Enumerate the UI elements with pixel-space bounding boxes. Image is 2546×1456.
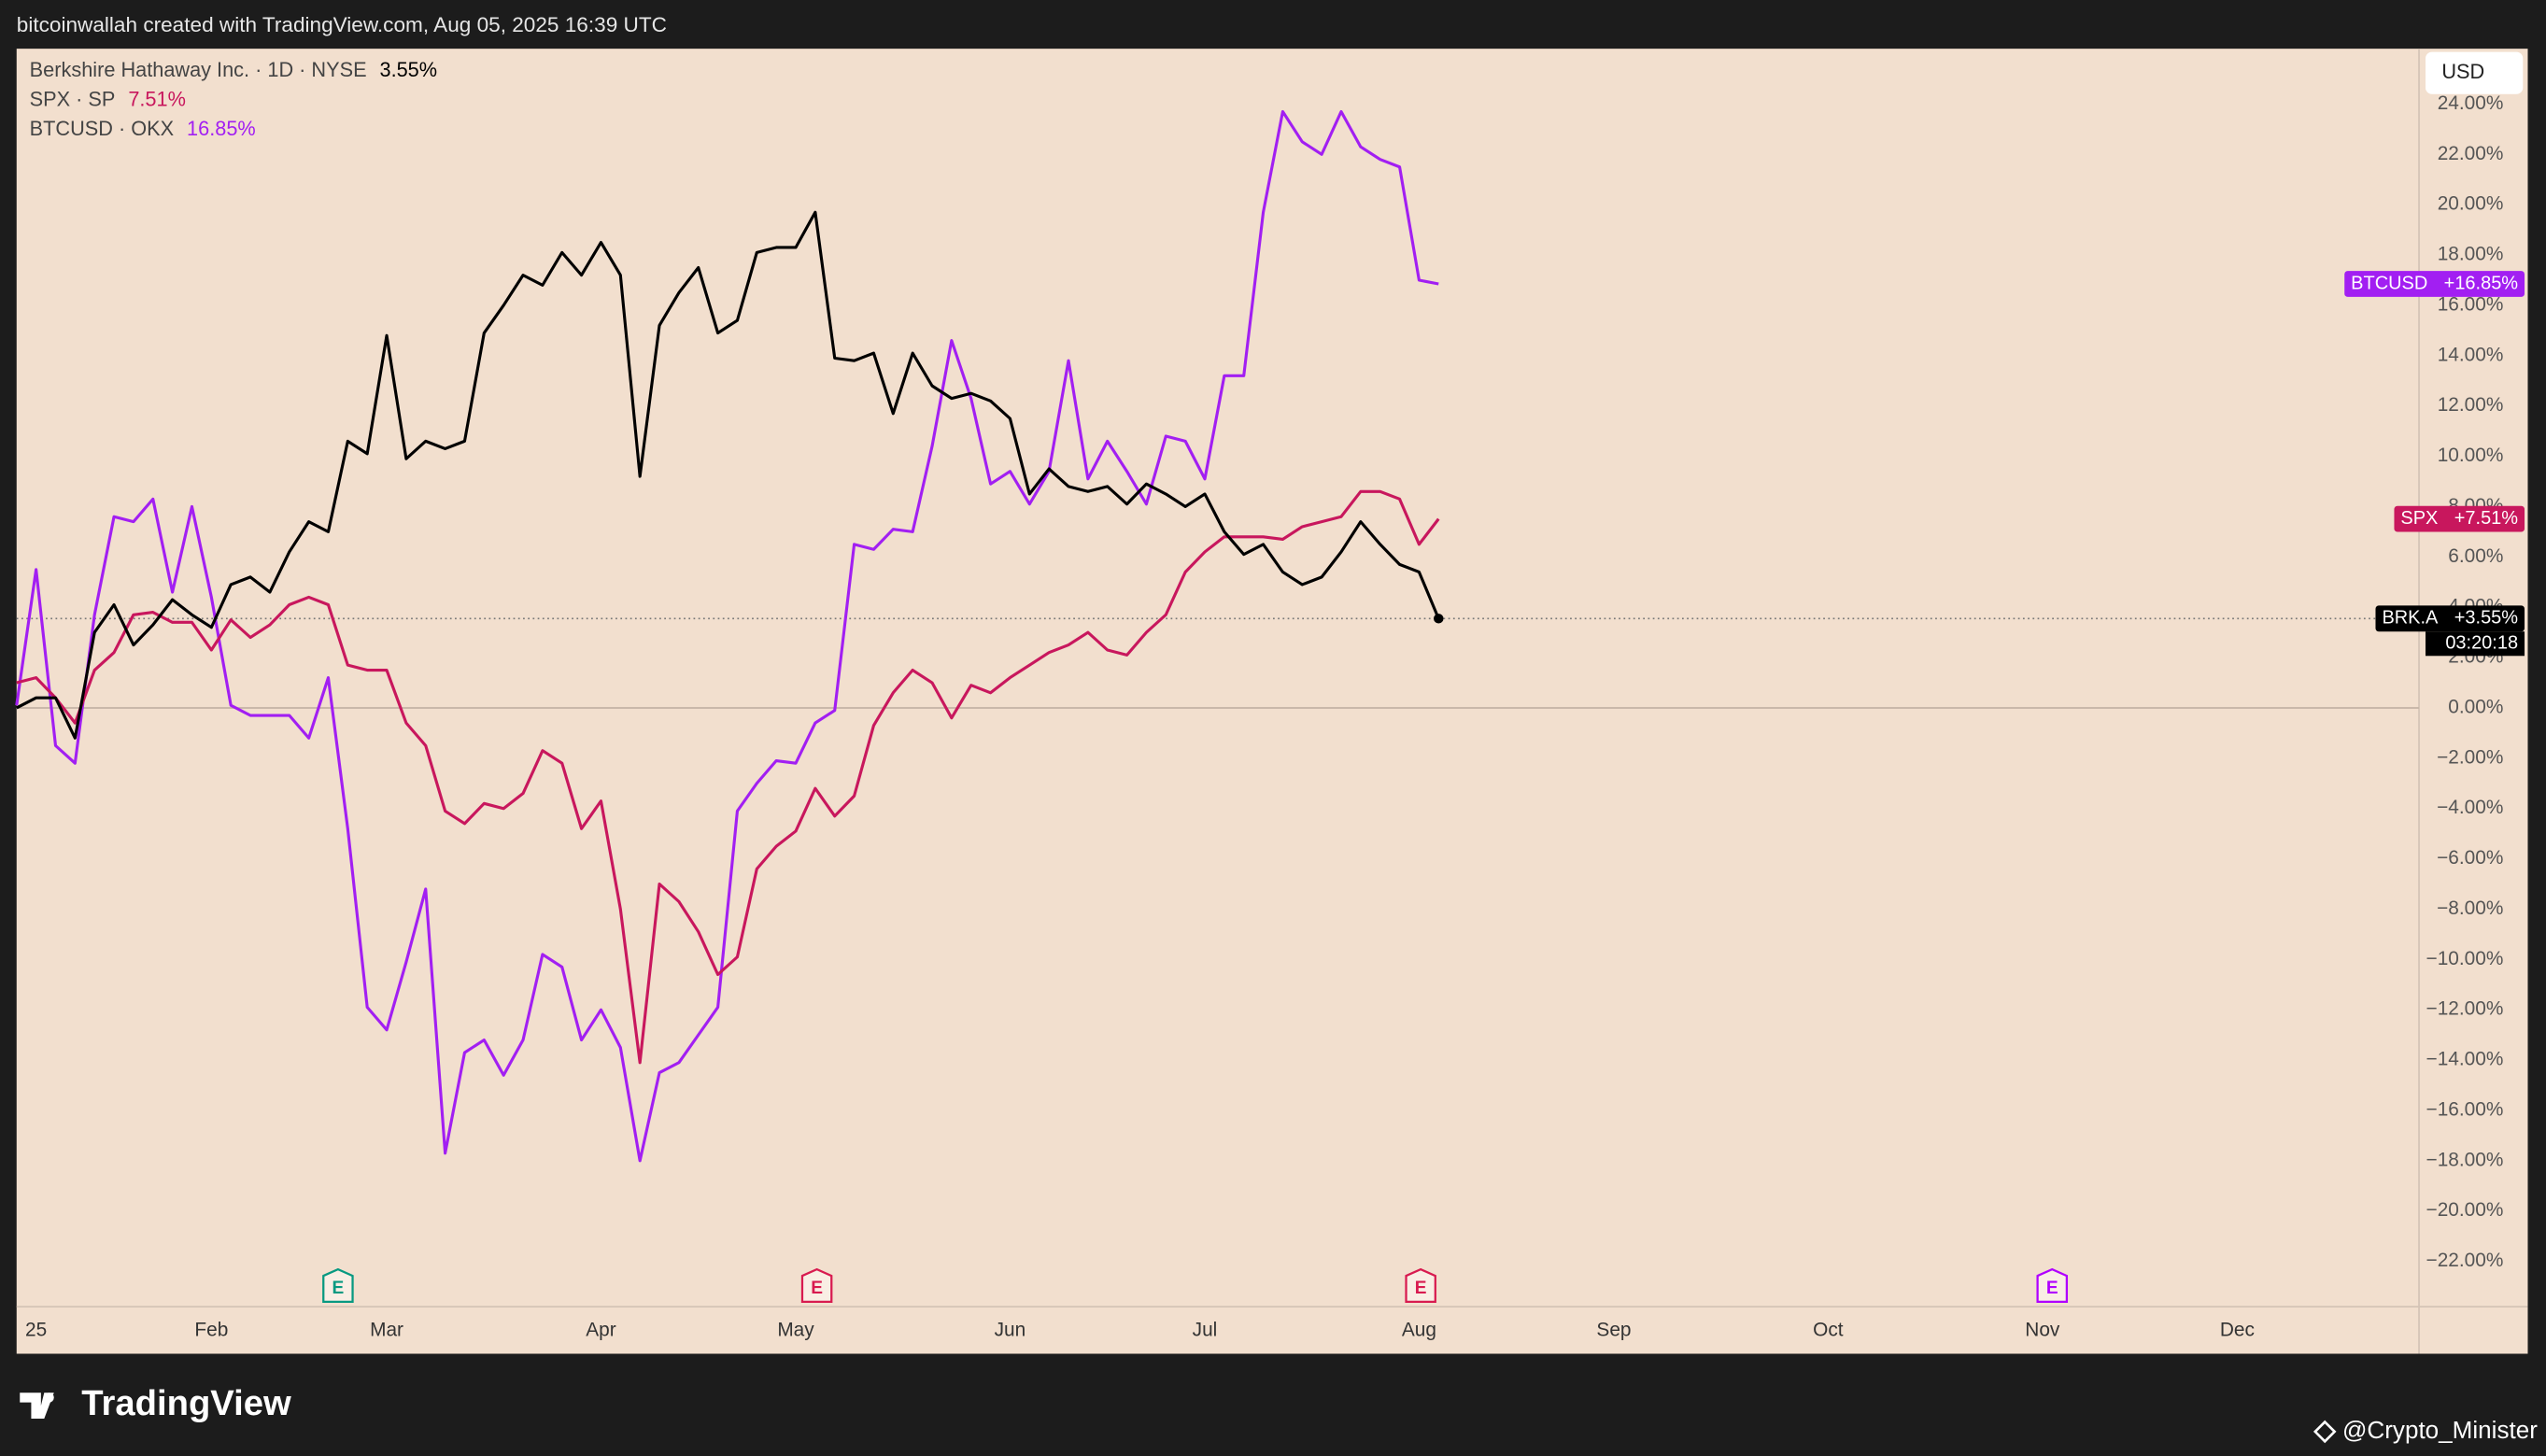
y-tick-label: 6.00% bbox=[2448, 545, 2503, 567]
y-tick-label: −12.00% bbox=[2426, 998, 2504, 1020]
x-tick-label: Apr bbox=[586, 1320, 615, 1341]
logo-dot bbox=[44, 1392, 54, 1403]
earnings-marker bbox=[1405, 1267, 1436, 1304]
earnings-marker-label: E bbox=[811, 1279, 823, 1298]
y-tick-label: −22.00% bbox=[2426, 1250, 2504, 1271]
currency-button[interactable] bbox=[2425, 51, 2524, 94]
earnings-marker-label: E bbox=[1415, 1279, 1427, 1298]
earnings-marker-label: E bbox=[332, 1279, 345, 1298]
countdown: 03:20:18 bbox=[2445, 633, 2518, 654]
earnings-marker bbox=[322, 1267, 354, 1304]
x-tick-label: Nov bbox=[2025, 1320, 2060, 1341]
price-tag-name: BRK.A bbox=[2382, 608, 2439, 629]
price-tag-value: +7.51% bbox=[2454, 508, 2519, 529]
x-tick-label: Dec bbox=[2220, 1320, 2255, 1341]
brand: TradingView bbox=[81, 1383, 291, 1423]
series-line bbox=[15, 109, 1439, 1163]
y-tick-label: −4.00% bbox=[2437, 797, 2503, 818]
x-tick-label: Jun bbox=[995, 1320, 1026, 1341]
brand-logo: TradingView bbox=[20, 1383, 291, 1423]
x-tick-label: Sep bbox=[1596, 1320, 1631, 1341]
y-tick-label: 18.00% bbox=[2438, 244, 2504, 265]
y-tick-label: −16.00% bbox=[2426, 1098, 2504, 1120]
legend-value: 16.85% bbox=[187, 117, 256, 140]
x-tick-label: Feb bbox=[194, 1320, 228, 1341]
y-tick-label: −6.00% bbox=[2437, 847, 2503, 869]
price-tag bbox=[2394, 505, 2525, 532]
legend-value: 3.55% bbox=[379, 58, 437, 81]
series-line bbox=[16, 210, 1440, 740]
earnings-marker bbox=[800, 1267, 833, 1304]
y-tick-label: −14.00% bbox=[2426, 1049, 2504, 1070]
legend-name: Berkshire Hathaway Inc. · 1D · NYSE bbox=[30, 58, 367, 81]
last-point bbox=[1434, 614, 1444, 624]
x-tick-label: 25 bbox=[25, 1320, 47, 1341]
y-tick-label: −2.00% bbox=[2437, 746, 2503, 768]
price-tag bbox=[2344, 271, 2525, 297]
y-tick-label: 16.00% bbox=[2438, 293, 2504, 315]
y-tick-label: 14.00% bbox=[2438, 344, 2504, 365]
currency: USD bbox=[2441, 60, 2484, 83]
y-tick-label: −20.00% bbox=[2426, 1199, 2504, 1221]
x-tick-label: Mar bbox=[370, 1320, 403, 1341]
y-tick-label: 20.00% bbox=[2438, 193, 2504, 215]
y-tick-label: −8.00% bbox=[2437, 898, 2503, 919]
watermark-icon bbox=[2313, 1420, 2337, 1444]
y-tick-label: −18.00% bbox=[2426, 1149, 2504, 1170]
legend-value: 7.51% bbox=[128, 87, 186, 110]
x-tick-label: Aug bbox=[1402, 1320, 1436, 1341]
plot-background bbox=[16, 49, 2528, 1354]
x-tick-label: Oct bbox=[1813, 1320, 1844, 1341]
y-tick-label: 0.00% bbox=[2448, 696, 2503, 717]
y-tick-label: 22.00% bbox=[2438, 143, 2504, 164]
legend-name: SPX · SP bbox=[30, 87, 116, 110]
price-tag-name: SPX bbox=[2400, 508, 2438, 529]
earnings-marker-label: E bbox=[2046, 1279, 2058, 1298]
price-tag-value: +16.85% bbox=[2444, 273, 2519, 293]
countdown-background bbox=[2425, 631, 2525, 657]
header: bitcoinwallah created with TradingView.c… bbox=[17, 13, 667, 36]
earnings-marker bbox=[2036, 1267, 2069, 1304]
price-tag-name: BTCUSD bbox=[2351, 273, 2427, 293]
y-tick-label: 12.00% bbox=[2438, 394, 2504, 416]
watermark: @Crypto_Minister bbox=[2342, 1416, 2538, 1444]
y-tick-label: 10.00% bbox=[2438, 445, 2504, 466]
x-tick-label: May bbox=[777, 1320, 814, 1341]
y-tick-label: −10.00% bbox=[2426, 948, 2504, 969]
price-tag-value: +3.55% bbox=[2454, 608, 2519, 629]
price-tag bbox=[2375, 605, 2525, 632]
y-tick-label: 24.00% bbox=[2438, 92, 2504, 114]
series-line bbox=[16, 489, 1440, 1065]
legend-name: BTCUSD · OKX bbox=[30, 117, 175, 140]
x-tick-label: Jul bbox=[1193, 1320, 1218, 1341]
